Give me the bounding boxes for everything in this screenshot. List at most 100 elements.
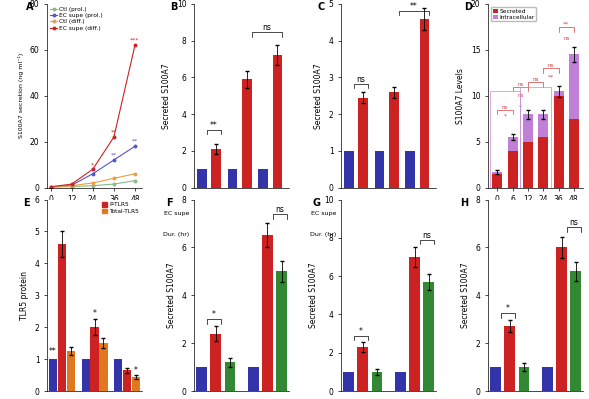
Ctl (diff.) <box>110 176 117 181</box>
Text: **: ** <box>410 2 418 11</box>
Text: 0-24: 0-24 <box>207 231 221 237</box>
Bar <box>358 347 368 391</box>
Ctl (prol.) <box>47 185 54 190</box>
Bar <box>273 55 282 188</box>
Text: ns: ns <box>276 205 284 214</box>
Text: +: + <box>279 211 286 220</box>
Bar <box>490 91 520 188</box>
Legend: Ctl (prol.), EC supe (prol.), Ctl (diff.), EC supe (diff.): Ctl (prol.), EC supe (prol.), Ctl (diff.… <box>50 7 102 31</box>
Text: *: * <box>359 328 363 336</box>
Text: 0-48: 0-48 <box>268 231 282 237</box>
Text: *: * <box>134 366 138 375</box>
Bar <box>523 114 533 142</box>
Text: *: * <box>91 168 94 173</box>
Text: +: + <box>249 211 255 220</box>
Ctl (prol.) <box>68 184 75 189</box>
Text: **: ** <box>563 22 570 27</box>
Bar <box>211 149 221 188</box>
Text: ns: ns <box>563 36 570 41</box>
Text: ns: ns <box>356 75 365 84</box>
Text: C: C <box>317 2 325 12</box>
Bar <box>519 367 530 391</box>
Ctl (diff.) <box>90 180 97 185</box>
Bar <box>227 169 237 188</box>
Text: −: − <box>381 211 388 220</box>
Ctl (diff.) <box>47 185 54 190</box>
Bar <box>554 96 564 188</box>
Bar <box>242 79 252 188</box>
Text: EC supe: EC supe <box>311 211 336 216</box>
Text: ns: ns <box>502 105 508 110</box>
EC supe (prol.) <box>47 184 54 189</box>
Bar <box>409 257 420 391</box>
Bar <box>492 174 502 188</box>
Text: ns: ns <box>532 77 539 82</box>
Bar <box>490 367 501 391</box>
Text: 0-24: 0-24 <box>354 231 368 237</box>
Bar <box>556 247 567 391</box>
Y-axis label: Secreted S100A7: Secreted S100A7 <box>314 63 323 128</box>
EC supe (diff.) <box>90 167 97 172</box>
Text: +: + <box>426 211 432 220</box>
X-axis label: Time (hr): Time (hr) <box>77 210 112 219</box>
Text: ns: ns <box>548 63 554 68</box>
Line: EC supe (prol.): EC supe (prol.) <box>49 145 136 188</box>
Text: 24-48: 24-48 <box>236 231 253 237</box>
Bar <box>81 359 90 391</box>
Y-axis label: S100A7 Levels: S100A7 Levels <box>456 68 465 124</box>
Text: +: + <box>365 211 371 220</box>
Bar <box>197 169 207 188</box>
Bar <box>210 334 221 391</box>
Text: F: F <box>166 198 173 207</box>
Text: −: − <box>204 211 210 220</box>
Line: Ctl (diff.): Ctl (diff.) <box>49 172 136 188</box>
Text: **: ** <box>132 139 138 144</box>
Bar <box>372 372 382 391</box>
Y-axis label: TLR5 protein: TLR5 protein <box>20 271 29 320</box>
Ctl (prol.) <box>110 182 117 186</box>
Bar <box>248 367 259 391</box>
Text: D: D <box>465 2 472 12</box>
Legend: P-TLR5, Total-TLR5: P-TLR5, Total-TLR5 <box>102 202 139 214</box>
Text: ns: ns <box>422 231 432 240</box>
Bar <box>508 151 518 188</box>
Bar <box>492 172 502 174</box>
Y-axis label: Secreted S100A7: Secreted S100A7 <box>163 63 171 128</box>
Text: +: + <box>396 211 402 220</box>
Bar <box>569 54 579 119</box>
Text: **: ** <box>111 153 117 158</box>
Bar <box>344 151 354 188</box>
Text: ***: *** <box>130 38 140 43</box>
Text: *: * <box>212 310 216 319</box>
Text: 0-48: 0-48 <box>415 231 429 237</box>
Text: E: E <box>24 198 30 207</box>
Ctl (diff.) <box>131 172 138 176</box>
Text: *: * <box>506 304 510 313</box>
Ctl (diff.) <box>68 183 75 188</box>
Bar <box>389 92 399 188</box>
Bar <box>67 351 75 391</box>
Bar <box>423 282 434 391</box>
Bar <box>538 114 548 137</box>
Bar <box>419 19 429 188</box>
Text: ns: ns <box>263 24 272 32</box>
Ctl (prol.) <box>131 178 138 183</box>
Ctl (prol.) <box>90 183 97 188</box>
Text: Dur. (hr): Dur. (hr) <box>163 231 190 237</box>
Text: **: ** <box>49 347 57 356</box>
Text: *: * <box>91 163 94 168</box>
Bar <box>395 372 406 391</box>
Text: EC supe: EC supe <box>164 211 190 216</box>
Text: ns: ns <box>517 93 524 98</box>
Text: −: − <box>234 211 240 220</box>
Bar <box>504 326 515 391</box>
Bar <box>358 98 368 188</box>
EC supe (prol.) <box>131 144 138 149</box>
Bar <box>262 235 273 391</box>
Bar <box>405 151 415 188</box>
Text: −: − <box>264 211 271 220</box>
Text: G: G <box>313 198 321 207</box>
Bar <box>58 244 66 391</box>
Text: ns: ns <box>570 218 578 227</box>
Bar <box>520 87 551 188</box>
